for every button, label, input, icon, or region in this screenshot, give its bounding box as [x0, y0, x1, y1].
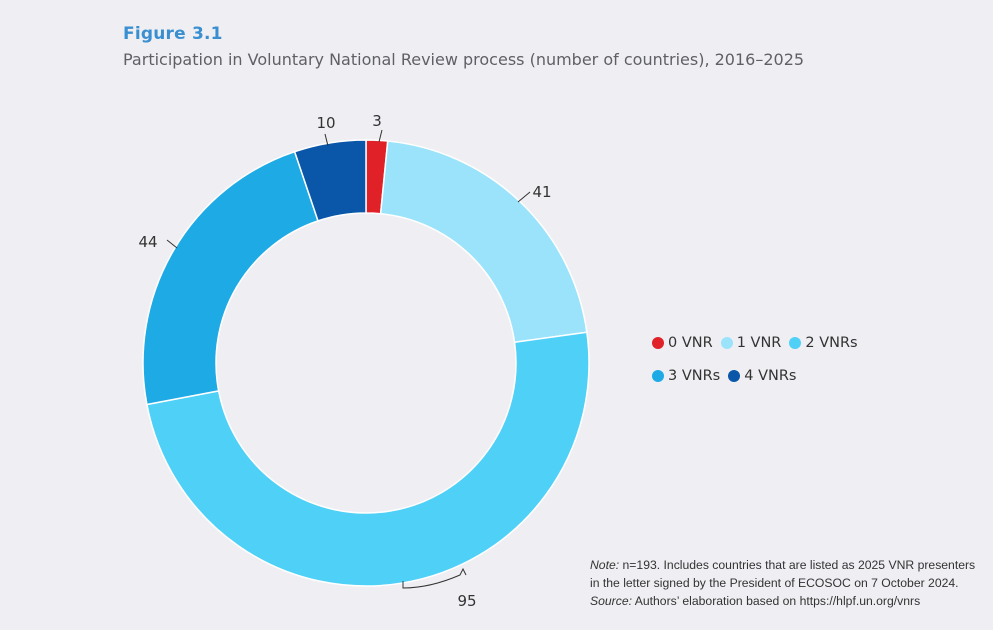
legend-swatch-2-vnrs: [789, 337, 802, 349]
note-label: Note:: [590, 558, 620, 572]
legend-item-1-vnr: 1 VNR: [720, 335, 782, 351]
legend-item-4-vnrs: 4 VNRs: [728, 368, 796, 384]
data-label-2-vnrs: 95: [457, 592, 476, 610]
legend-row-2: 3 VNRs 4 VNRs: [652, 365, 892, 387]
slice-2-vnrs: [146, 331, 590, 587]
note-line: Note: n=193. Includes countries that are…: [590, 556, 985, 592]
figure-label: Figure 3.1: [123, 24, 223, 44]
legend-row-1: 0 VNR 1 VNR 2 VNRs: [652, 332, 892, 354]
leader-line-0-vnr: [378, 129, 383, 143]
data-label-1-vnr: 41: [532, 183, 551, 201]
leader-bracket-2-vnrs: [402, 567, 467, 589]
legend-label-0-vnr: 0 VNR: [668, 335, 713, 351]
legend-label-4-vnrs: 4 VNRs: [744, 368, 797, 384]
legend-swatch-4-vnrs: [728, 370, 741, 382]
legend-item-2-vnrs: 2 VNRs: [789, 335, 858, 351]
legend-swatch-1-vnr: [720, 337, 733, 349]
leader-line-4-vnrs: [324, 133, 329, 147]
data-label-3-vnrs: 44: [138, 233, 157, 251]
legend-swatch-0-vnr: [652, 337, 664, 349]
slice-4-vnrs: [293, 139, 367, 222]
legend-label-3-vnrs: 3 VNRs: [668, 368, 721, 384]
note-text: n=193. Includes countries that are liste…: [590, 558, 976, 590]
chart-title: Participation in Voluntary National Revi…: [123, 50, 805, 69]
data-label-4-vnrs: 10: [316, 114, 335, 132]
source-text: Authors’ elaboration based on https://hl…: [632, 594, 921, 608]
chart-legend: 0 VNR 1 VNR 2 VNRs 3 VNRs 4 VNRs: [652, 332, 892, 398]
slice-3-vnrs: [142, 150, 319, 406]
legend-swatch-3-vnrs: [652, 370, 664, 382]
legend-label-2-vnrs: 2 VNRs: [805, 335, 858, 351]
leader-line-1-vnr: [517, 191, 531, 203]
legend-item-3-vnrs: 3 VNRs: [652, 368, 720, 384]
source-line: Source: Authors’ elaboration based on ht…: [590, 592, 985, 610]
leader-line-3-vnrs: [166, 239, 178, 249]
chart-note: Note: n=193. Includes countries that are…: [590, 556, 985, 610]
slice-1-vnr: [379, 140, 588, 344]
data-label-0-vnr: 3: [372, 112, 382, 130]
legend-item-0-vnr: 0 VNR: [652, 335, 713, 351]
source-label: Source:: [590, 594, 633, 608]
legend-label-1-vnr: 1 VNR: [736, 335, 782, 351]
